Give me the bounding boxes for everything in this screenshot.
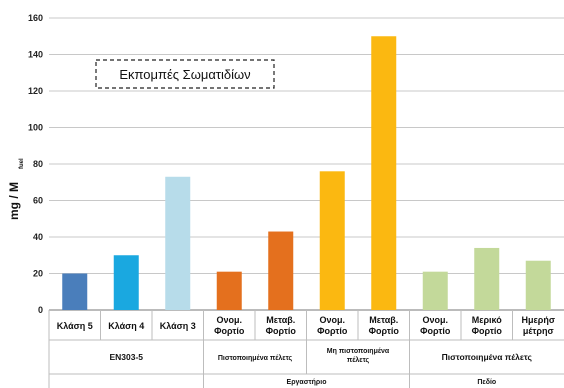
category-label: Μεταβ. (266, 315, 295, 325)
y-tick-label: 60 (33, 196, 43, 206)
category-label: Φορτίο (214, 326, 245, 336)
category-label: Φορτίο (420, 326, 451, 336)
bar (319, 171, 345, 310)
group-label: Μη πιστοποιημένα (327, 348, 390, 355)
category-label: Φορτίο (317, 326, 348, 336)
y-tick-label: 100 (28, 123, 43, 133)
group-label: πέλετς (347, 356, 370, 364)
category-label: μέτρησ (523, 326, 554, 336)
annotation-box: Εκπομπές Σωματιδίων (95, 59, 275, 89)
category-label: Φορτίο (369, 326, 400, 336)
bar (62, 273, 88, 310)
group-label: Πιστοποιημένα πέλετς (442, 352, 533, 362)
y-tick-label: 160 (28, 13, 43, 23)
group-label-level2: Πεδίο (477, 379, 496, 386)
category-label: Ονομ. (216, 315, 242, 325)
category-label: Ονομ. (319, 315, 345, 325)
bar (422, 271, 448, 310)
y-axis-ticks: 0 20 40 60 80 100 120 140 160 (28, 13, 43, 315)
bar (165, 176, 191, 310)
group-label: EN303-5 (109, 352, 143, 362)
bars (62, 36, 551, 310)
group-label-level2: Εργαστήριο (287, 379, 327, 386)
y-tick-label: 80 (33, 159, 43, 169)
annotation-text: Εκπομπές Σωματιδίων (119, 67, 250, 82)
y-tick-label: 140 (28, 50, 43, 60)
y-tick-label: 20 (33, 269, 43, 279)
y-tick-label: 40 (33, 232, 43, 242)
bar (113, 255, 139, 310)
category-label: Κλάση 4 (108, 321, 144, 331)
category-label: Φορτίο (472, 326, 503, 336)
bar (216, 271, 242, 310)
y-tick-label: 0 (38, 305, 43, 315)
category-label: Μεταβ. (369, 315, 398, 325)
category-table: Κλάση 5 Κλάση 4 Κλάση 3Ονομ.ΦορτίοΜεταβ.Φο… (48, 310, 564, 388)
category-label: Μερικό (472, 315, 503, 325)
group-label: Πιστοποιημένα πέλετς (218, 354, 293, 362)
y-axis-label-subscript: fuel (19, 158, 25, 169)
bar (268, 231, 294, 310)
y-tick-label: 120 (28, 86, 43, 96)
category-label: Κλάση 5 (57, 321, 93, 331)
bar (525, 260, 551, 310)
category-label: Κλάση 3 (160, 321, 196, 331)
category-label: Φορτίο (266, 326, 297, 336)
annotation-border (95, 59, 275, 89)
bar (371, 36, 397, 310)
y-axis-label: mg / M fuel (7, 158, 25, 220)
bar (474, 247, 500, 310)
category-label: Ημερήσ (522, 315, 556, 325)
y-axis-label-text: mg / M (7, 182, 21, 220)
category-label: Ονομ. (422, 315, 448, 325)
